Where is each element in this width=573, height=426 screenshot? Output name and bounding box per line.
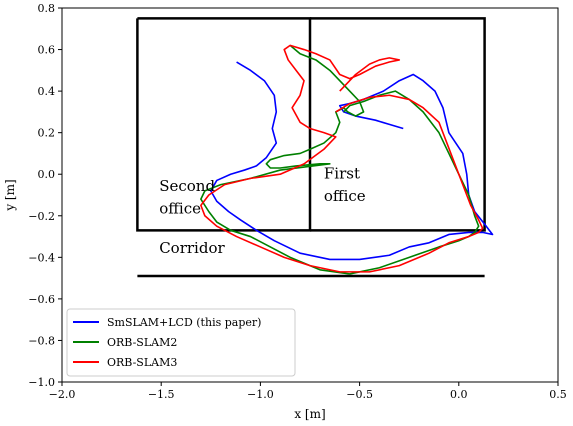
legend-box [66,308,296,377]
y-tick-label: −0.2 [28,210,55,223]
y-tick-label: −0.4 [28,251,55,264]
annotation-1: Second [159,177,215,195]
legend-entry: ORB-SLAM2 [107,336,177,349]
y-axis-label: y [m] [3,179,17,211]
y-tick-label: 0.0 [38,168,56,181]
series-line-3 [200,44,484,273]
plot-frame [61,7,559,383]
room-walls [136,17,486,278]
legend-entry: SmSLAM+LCD (this paper) [107,316,261,329]
wall-2 [310,17,486,232]
y-tick-label: −0.8 [28,334,55,347]
y-tick-label: 0.2 [38,127,56,140]
annotation-5: Corridor [159,239,225,257]
trajectory-series [200,44,494,275]
x-tick-label: −2.0 [49,388,76,401]
legend-entry: ORB-SLAM3 [107,356,177,369]
series-line-1 [210,61,494,261]
y-tick-label: 0.6 [38,44,56,57]
annotation-4: office [324,187,366,205]
y-tick-label: 0.4 [38,85,56,98]
x-tick-label: 0.0 [450,388,468,401]
x-axis-label: x [m] [294,407,325,421]
legend: SmSLAM+LCD (this paper) ORB-SLAM2 ORB-SLAM… [66,308,296,377]
x-tick-label: −1.5 [148,388,175,401]
y-tick-label: 0.8 [38,2,56,15]
annotation-2: office [159,200,201,218]
room-annotations: Second office First office Corridor [159,164,366,257]
x-tick-label: 0.5 [549,388,567,401]
y-tick-label: −1.0 [28,376,55,389]
x-tick-label: −0.5 [346,388,373,401]
y-axis-ticks: −1.0 −0.8 −0.6 −0.4 −0.2 0.0 0.2 0.4 0.6 0.8 [28,2,62,389]
y-tick-label: −0.6 [28,293,55,306]
x-tick-label: −1.0 [247,388,274,401]
annotation-3: First [324,164,360,182]
x-axis-ticks: −2.0 −1.5 −1.0 −0.5 0.0 0.5 [49,382,567,401]
